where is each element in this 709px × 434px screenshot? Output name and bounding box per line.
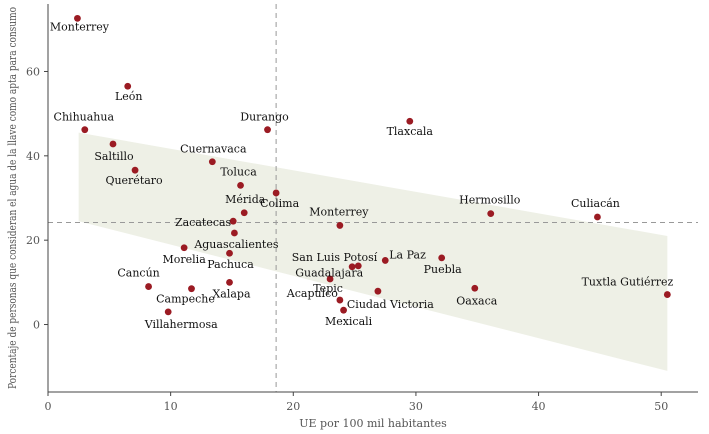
data-point <box>438 254 446 262</box>
data-label: Oaxaca <box>456 294 497 307</box>
data-point <box>272 189 280 197</box>
data-point <box>336 222 344 229</box>
data-label: Villahermosa <box>144 318 218 331</box>
x-tick-label: 20 <box>286 400 300 413</box>
data-point <box>124 82 132 90</box>
data-point <box>188 285 195 293</box>
x-tick-label: 50 <box>654 400 668 413</box>
data-point <box>208 158 216 166</box>
data-point <box>237 181 244 189</box>
data-point <box>131 166 139 174</box>
data-point <box>340 306 347 314</box>
data-label: Morelia <box>163 253 207 266</box>
data-label: Mérida <box>225 193 266 206</box>
data-label: Chihuahua <box>54 111 115 124</box>
data-point <box>348 263 356 271</box>
data-point <box>74 14 81 22</box>
data-label: Zacatecas <box>175 216 232 229</box>
data-label: Xalapa <box>212 287 251 300</box>
y-tick-label: 60 <box>26 65 40 78</box>
data-label: Culiacán <box>571 197 620 210</box>
data-label: Aguascalientes <box>193 238 279 251</box>
data-label: Tlaxcala <box>387 125 434 138</box>
data-label: Hermosillo <box>459 194 521 207</box>
data-point <box>226 249 233 257</box>
data-point <box>374 287 382 295</box>
data-label: Campeche <box>156 293 215 306</box>
data-point <box>336 296 344 304</box>
data-point <box>164 308 172 316</box>
data-point <box>471 284 479 292</box>
y-axis-title: Porcentaje de personas que consideran el… <box>6 7 19 389</box>
data-label: Ciudad Victoria <box>347 298 434 311</box>
y-tick-label: 0 <box>33 319 40 332</box>
data-label: Pachuca <box>207 258 254 271</box>
data-label: Colima <box>260 197 300 210</box>
data-point <box>81 126 89 134</box>
data-label: Guadalajara <box>295 267 363 280</box>
data-label: León <box>115 90 143 103</box>
data-label: Tuxtla Gutiérrez <box>582 276 674 289</box>
data-point <box>240 209 248 217</box>
x-tick-label: 30 <box>409 400 423 413</box>
confidence-band <box>78 132 668 371</box>
data-point <box>406 117 414 125</box>
data-label: Mexicali <box>325 315 373 328</box>
data-point <box>354 262 362 270</box>
data-label: Tepic <box>313 282 343 295</box>
data-point <box>226 278 233 286</box>
data-point <box>145 283 152 290</box>
data-label: Querétaro <box>105 174 163 187</box>
data-point <box>231 229 238 237</box>
x-axis-title: UE por 100 mil habitantes <box>299 417 447 430</box>
data-point <box>180 244 188 252</box>
data-point <box>487 210 495 218</box>
y-tick-label: 20 <box>26 234 40 247</box>
data-point <box>663 291 671 298</box>
y-tick-label: 40 <box>26 150 40 163</box>
data-point <box>229 217 237 225</box>
data-point <box>264 126 271 134</box>
data-point <box>594 213 601 221</box>
data-point <box>109 140 117 148</box>
data-label: Puebla <box>424 263 463 276</box>
data-label: Saltillo <box>94 150 134 163</box>
x-tick-label: 10 <box>164 400 178 413</box>
data-label: Monterrey <box>50 20 110 33</box>
data-point <box>326 275 334 283</box>
data-label: Toluca <box>220 165 257 178</box>
data-label: San Luis Potosí <box>292 251 378 264</box>
x-tick-label: 0 <box>45 400 52 413</box>
data-label: Cuernavaca <box>180 143 247 156</box>
data-label: Acapulco <box>286 287 338 300</box>
x-tick-label: 40 <box>532 400 546 413</box>
data-point <box>381 257 389 264</box>
data-label: Monterrey <box>309 205 369 218</box>
data-label: La Paz <box>389 248 426 261</box>
data-label: Durango <box>240 111 289 124</box>
data-label: Cancún <box>117 267 159 280</box>
